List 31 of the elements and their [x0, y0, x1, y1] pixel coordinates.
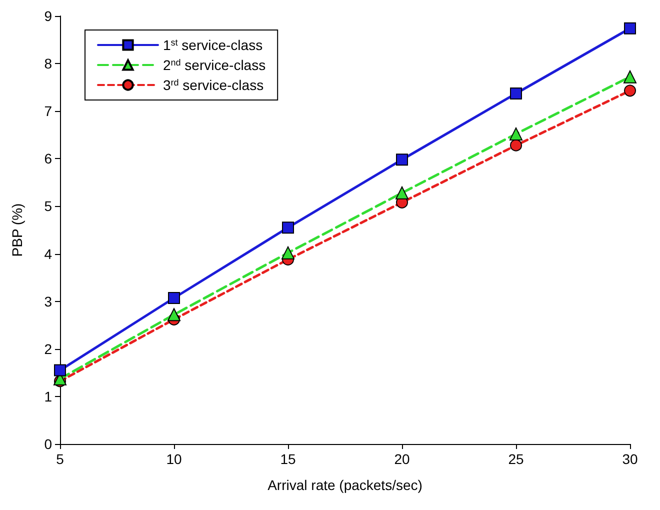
point [510, 88, 522, 100]
y-tick-label: 6 [44, 150, 52, 167]
point [510, 127, 522, 140]
y-tick-label: 5 [44, 198, 52, 214]
x-tick-label: 5 [56, 451, 64, 467]
point [54, 364, 66, 376]
point [282, 246, 294, 260]
point [624, 70, 636, 84]
y-tick-label: 3 [44, 293, 52, 310]
y-tick-label: 4 [44, 246, 52, 262]
point [396, 186, 408, 200]
point [624, 22, 636, 34]
y-axis-title: PBP (%) [9, 203, 25, 257]
y-tick-label: 8 [44, 56, 52, 72]
y-tick-label: 9 [44, 8, 52, 24]
point [510, 139, 522, 152]
point [168, 292, 180, 304]
y-tick-label: 2 [44, 340, 52, 357]
y-tick-label: 1 [44, 388, 52, 404]
point [624, 84, 636, 97]
x-tick-label: 10 [166, 451, 182, 467]
x-axis-title: Arrival rate (packets/sec) [268, 477, 422, 493]
point [168, 308, 180, 322]
y-tick-label: 0 [44, 436, 52, 452]
y-tick-label: 7 [44, 103, 52, 120]
point [282, 222, 294, 234]
x-tick-label: 20 [394, 451, 410, 467]
point [396, 154, 408, 166]
x-tick-label: 25 [508, 451, 524, 467]
x-tick-label: 30 [622, 451, 638, 467]
x-tick-label: 15 [280, 451, 296, 467]
